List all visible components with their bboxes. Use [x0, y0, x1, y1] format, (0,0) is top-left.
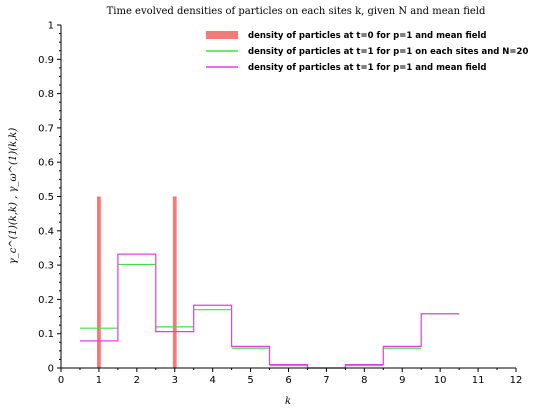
y-tick-label-1: 0.1: [38, 329, 54, 340]
x-tick-label-3: 3: [172, 375, 178, 386]
y-tick-label-5: 0.5: [38, 192, 54, 203]
x-tick-label-0: 0: [58, 375, 64, 386]
bar-0-1: [172, 196, 177, 368]
bar-0-0: [97, 196, 101, 368]
chart-title: Time evolved densities of particles on e…: [107, 6, 486, 17]
x-tick-label-12: 12: [510, 375, 523, 386]
y-tick-label-2: 0.2: [38, 295, 54, 306]
series-line-2: [79, 253, 460, 369]
y-tick-label-6: 0.6: [38, 158, 54, 169]
legend-label-1: density of particles at t=1 for p=1 on e…: [248, 47, 528, 57]
x-tick-label-5: 5: [247, 375, 253, 386]
legend: density of particles at t=0 for p=1 and …: [206, 31, 528, 73]
y-tick-label-9: 0.9: [38, 55, 54, 66]
y-tick-label-4: 0.4: [38, 226, 54, 237]
x-tick-label-2: 2: [134, 375, 140, 386]
x-axis-label: k: [285, 396, 291, 407]
y-axis-label: γ_c^(1)(k,k) , γ_ω^(1)(k,k): [8, 128, 19, 265]
x-tick-label-10: 10: [434, 375, 447, 386]
y-tick-label-7: 0.7: [38, 123, 54, 134]
x-tick-label-7: 7: [323, 375, 329, 386]
x-tick-label-8: 8: [361, 375, 367, 386]
y-tick-label-10: 1: [48, 21, 54, 32]
y-tick-label-0: 0: [48, 364, 54, 375]
axes: 0 1 2 3 4 5 6 7 8 9 10 11 1200.10.20.30.40.50.60.70.…: [38, 21, 522, 387]
legend-label-0: density of particles at t=0 for p=1 and …: [248, 31, 487, 41]
x-tick-label-9: 9: [399, 375, 405, 386]
x-tick-label-1: 1: [96, 375, 102, 386]
y-tick-label-3: 0.3: [38, 261, 54, 272]
x-tick-label-6: 6: [285, 375, 291, 386]
x-tick-label-4: 4: [209, 375, 215, 386]
x-tick-label-11: 11: [472, 375, 485, 386]
legend-label-2: density of particles at t=1 for p=1 and …: [248, 63, 487, 73]
y-tick-label-8: 0.8: [38, 89, 54, 100]
legend-swatch-0: [206, 31, 238, 39]
